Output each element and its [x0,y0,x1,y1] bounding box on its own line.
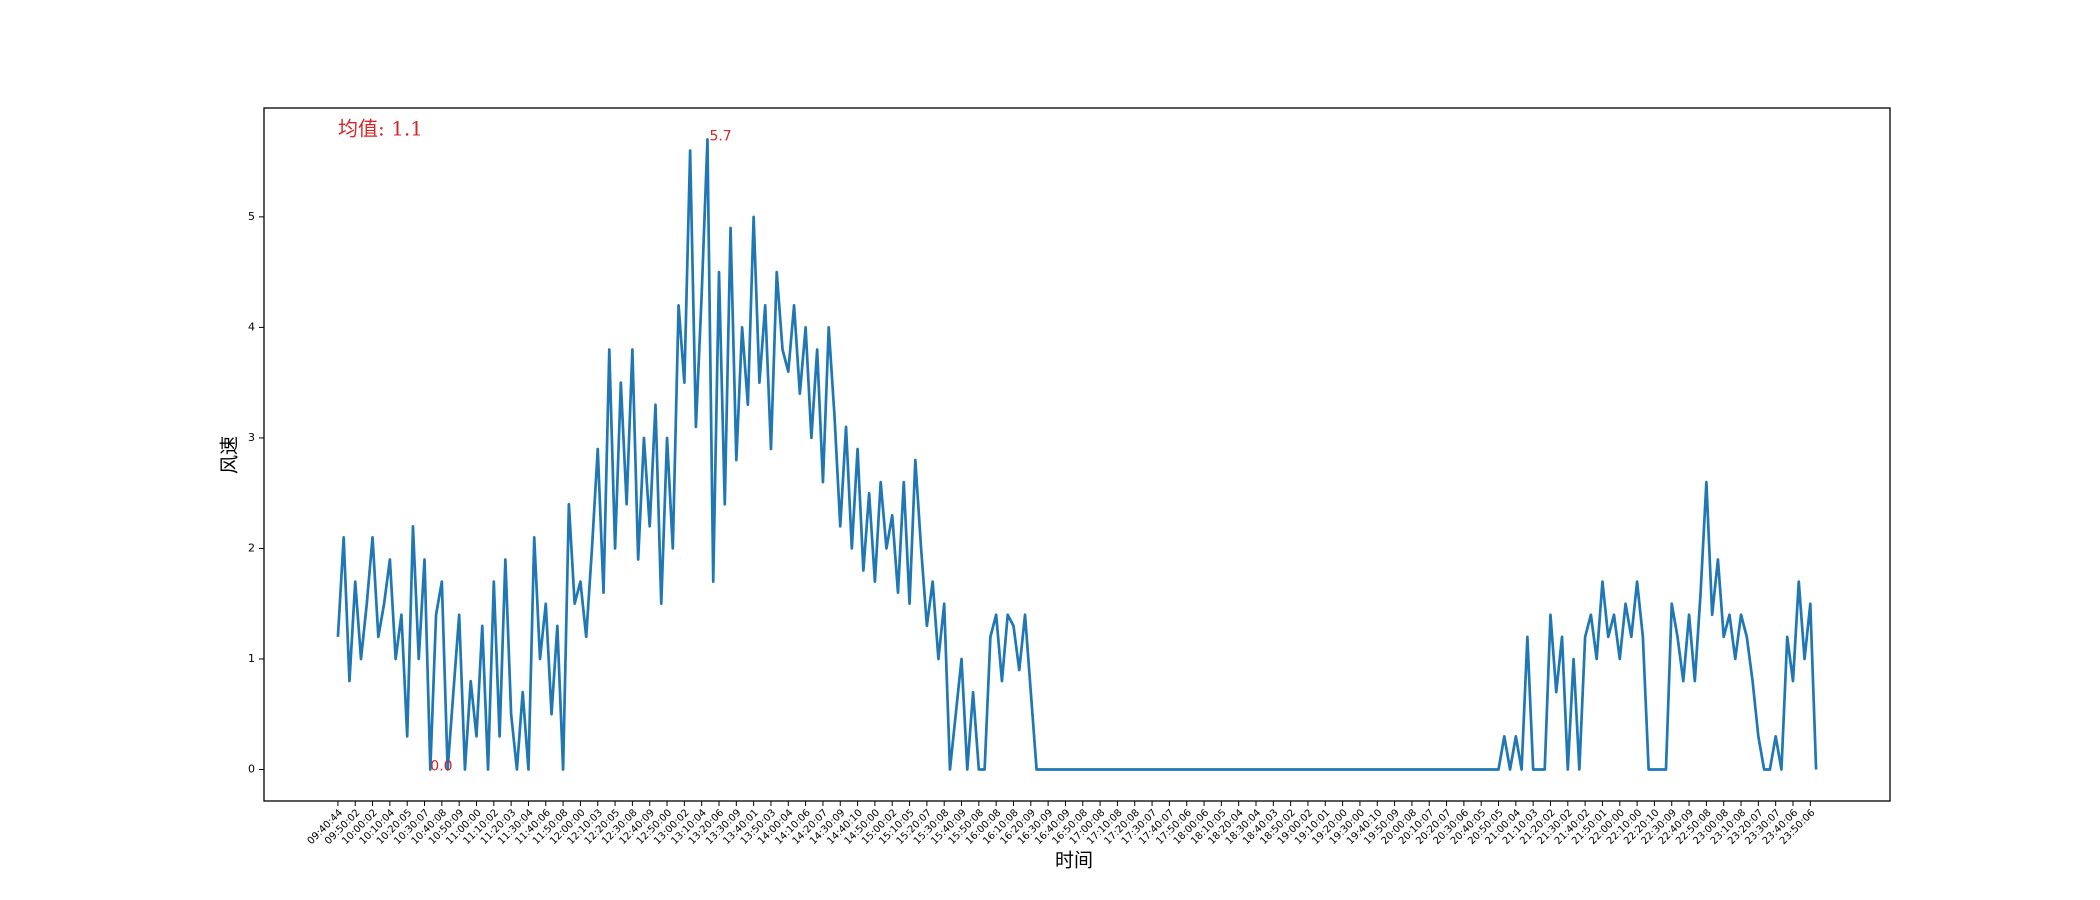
y-tick-label: 0 [248,763,255,776]
y-tick-label: 2 [248,541,255,554]
plot-frame [263,107,1891,802]
y-tick-label: 1 [248,652,255,665]
y-tick-label: 5 [248,210,255,223]
y-tick-label: 4 [248,320,255,333]
max-annotation: 5.7 [709,129,731,145]
mean-annotation: 均值: 1.1 [338,117,423,141]
x-axis-label: 时间 [1055,850,1093,872]
min-annotation: 0.0 [430,759,452,775]
line [336,138,1818,771]
y-tick-label: 3 [248,431,255,444]
y-axis-label: 风速 [219,436,241,474]
